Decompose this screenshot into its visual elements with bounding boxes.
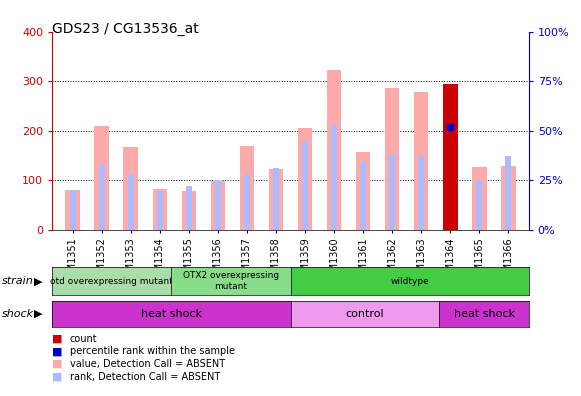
Bar [215, 180, 221, 230]
Bar [152, 188, 167, 230]
Bar [476, 180, 482, 230]
Text: heat shock: heat shock [454, 309, 515, 319]
Text: GDS23 / CG13536_at: GDS23 / CG13536_at [52, 22, 199, 36]
Bar [239, 145, 254, 230]
Bar [302, 141, 308, 230]
Bar [94, 126, 109, 230]
Bar [297, 128, 313, 230]
Bar [128, 174, 134, 230]
Text: OTX2 overexpressing
mutant: OTX2 overexpressing mutant [183, 272, 279, 291]
Bar [268, 169, 283, 230]
Text: ■: ■ [52, 346, 63, 356]
Bar [65, 190, 80, 230]
Bar [244, 174, 250, 230]
Bar [181, 191, 196, 230]
Bar [99, 164, 105, 230]
Bar [472, 167, 486, 230]
Bar [501, 166, 516, 230]
Text: percentile rank within the sample: percentile rank within the sample [70, 346, 235, 356]
Text: heat shock: heat shock [141, 309, 202, 319]
Text: ■: ■ [52, 371, 63, 382]
Bar [327, 70, 342, 230]
Bar [273, 168, 279, 230]
Point [446, 124, 455, 130]
Bar [505, 156, 511, 230]
Text: rank, Detection Call = ABSENT: rank, Detection Call = ABSENT [70, 371, 220, 382]
Text: ■: ■ [52, 359, 63, 369]
Text: ■: ■ [52, 333, 63, 344]
Bar [186, 186, 192, 230]
Text: count: count [70, 333, 98, 344]
Bar [157, 192, 163, 230]
Text: value, Detection Call = ABSENT: value, Detection Call = ABSENT [70, 359, 225, 369]
Bar [418, 156, 424, 230]
Text: otd overexpressing mutant: otd overexpressing mutant [51, 277, 173, 286]
Bar [331, 125, 337, 230]
Bar [360, 162, 366, 230]
Bar [385, 88, 399, 230]
Bar [210, 181, 225, 230]
Text: wildtype: wildtype [390, 277, 429, 286]
Bar [389, 154, 395, 230]
Bar [70, 190, 76, 230]
Bar [356, 152, 371, 230]
Bar [443, 84, 458, 230]
Text: strain: strain [2, 276, 34, 286]
Text: control: control [346, 309, 384, 319]
Text: shock: shock [2, 309, 34, 319]
Bar [123, 147, 138, 230]
Text: ▶: ▶ [34, 276, 42, 286]
Bar [414, 92, 428, 230]
Text: ▶: ▶ [34, 309, 42, 319]
